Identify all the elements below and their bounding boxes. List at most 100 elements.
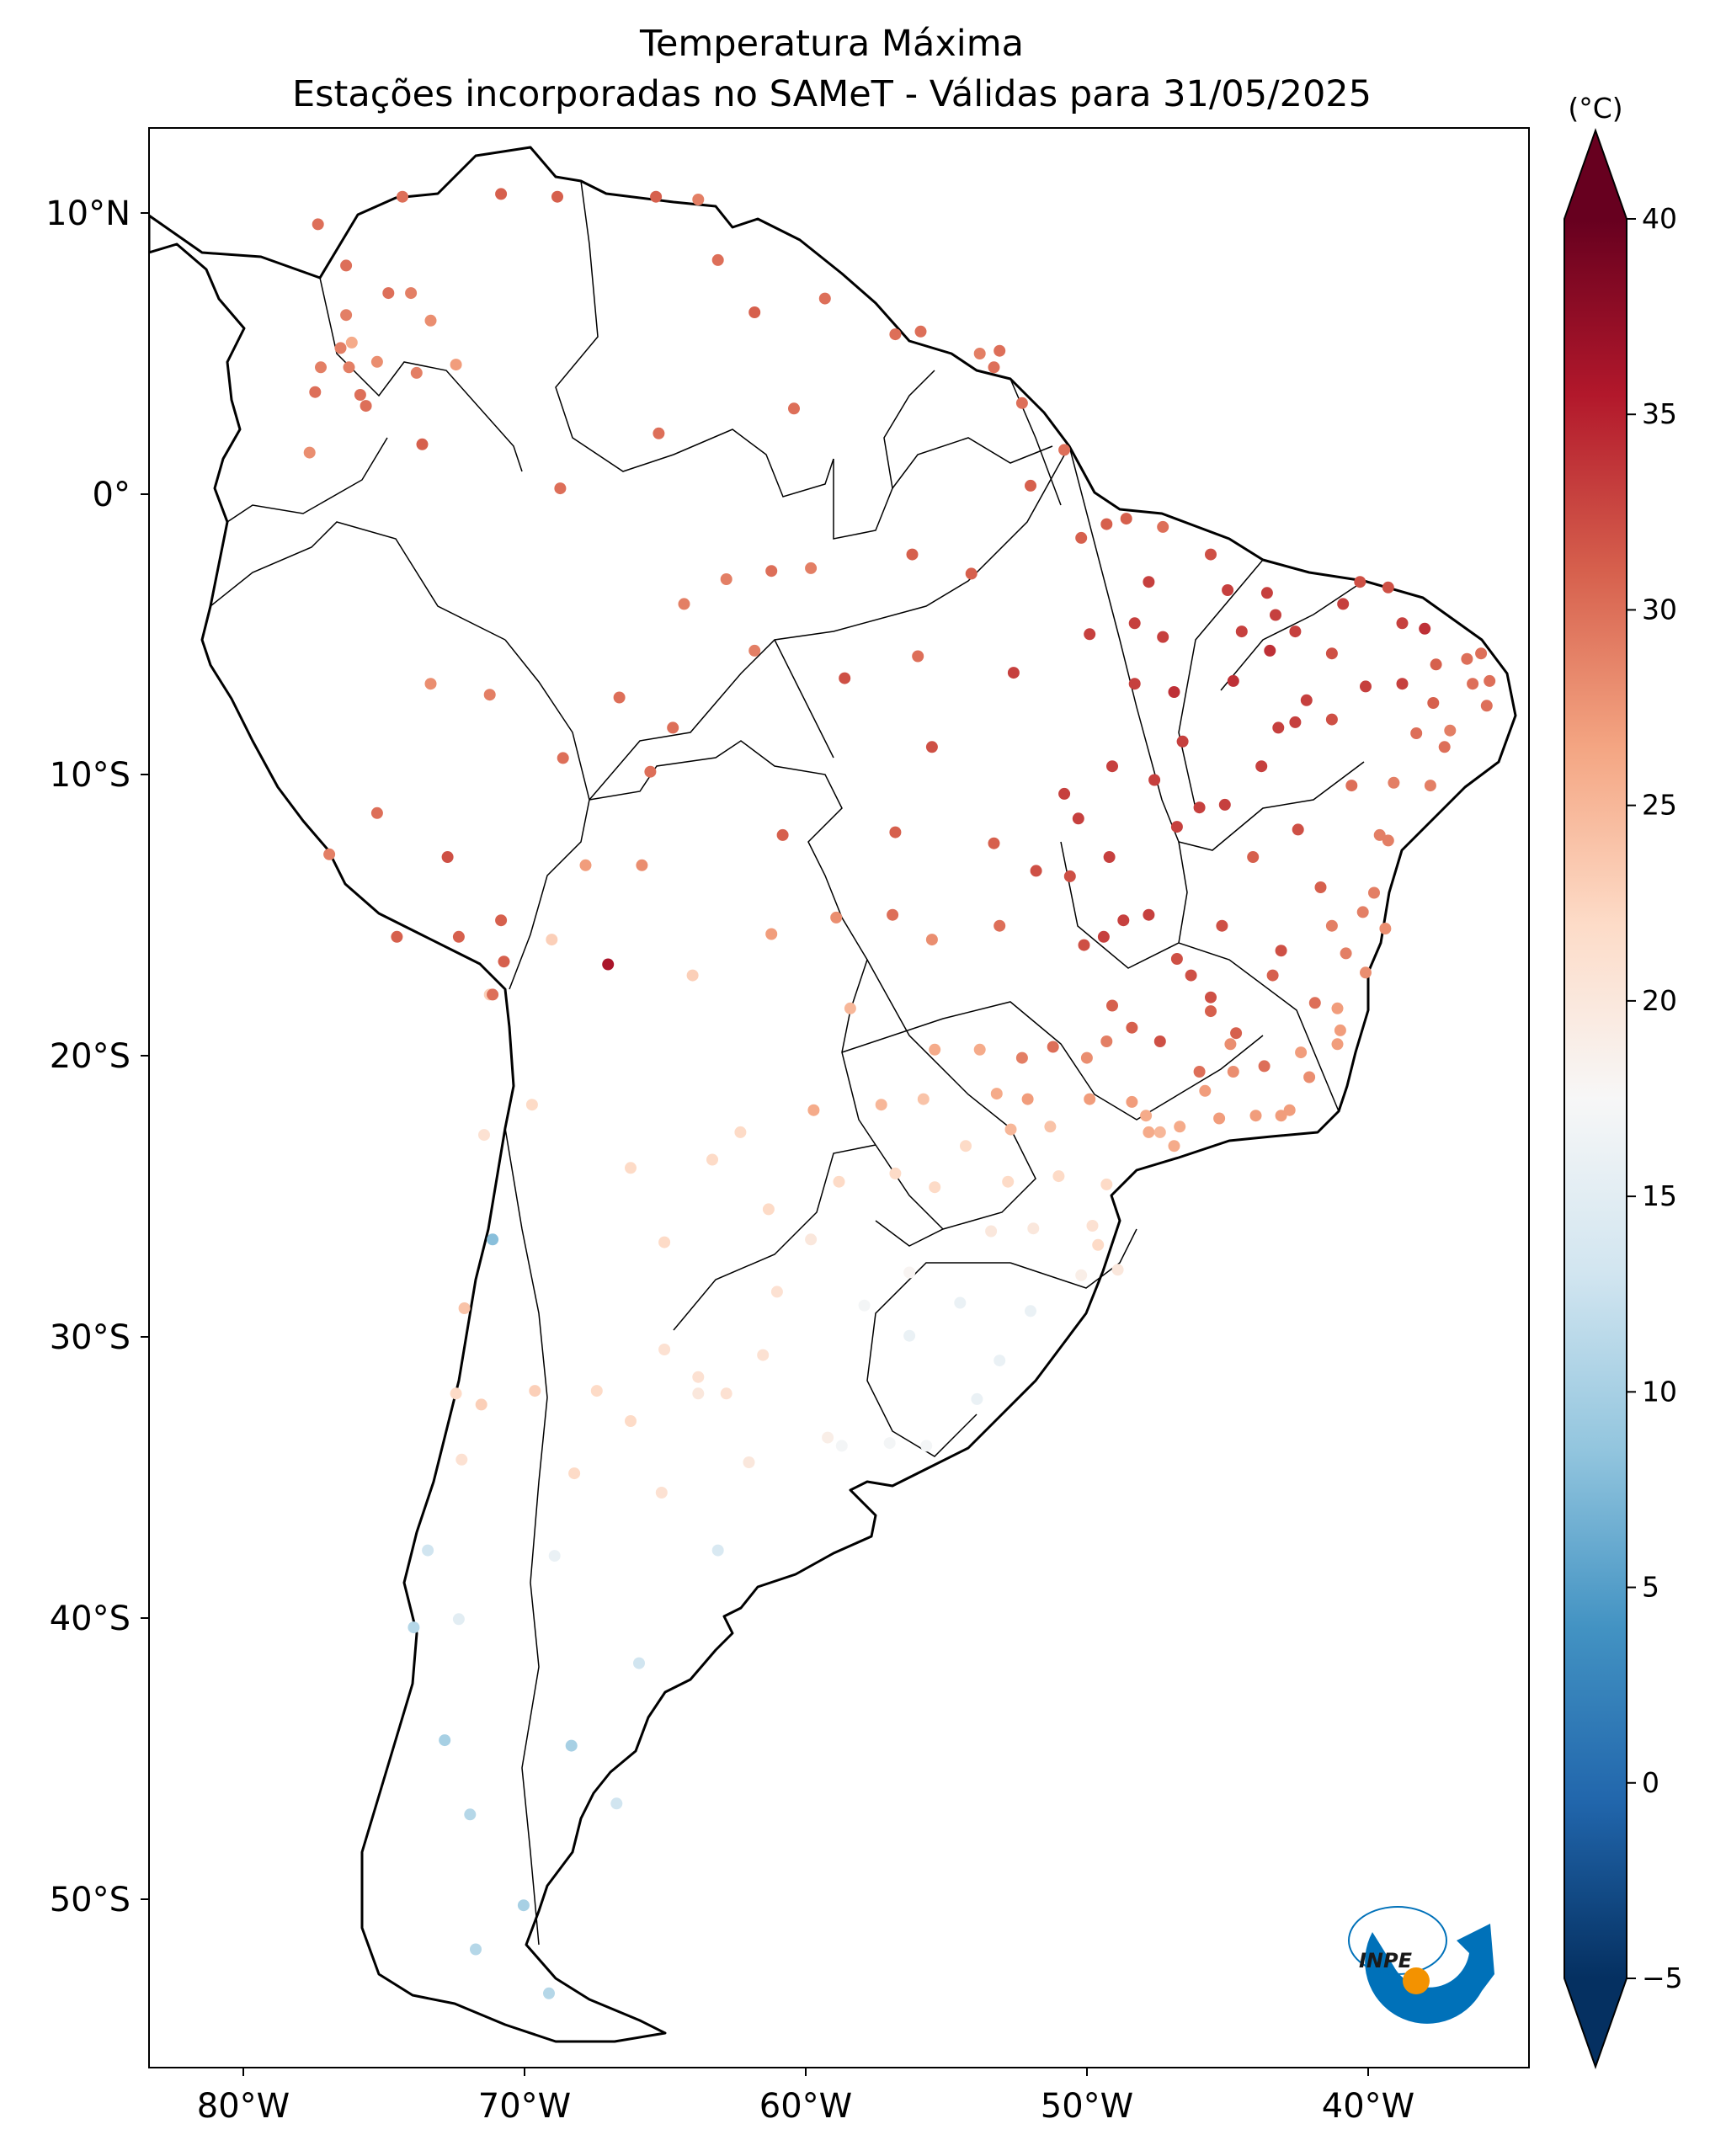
station-point — [776, 828, 789, 841]
station-point — [1168, 1140, 1180, 1153]
station-point — [1419, 622, 1431, 635]
station-point — [1170, 953, 1183, 965]
station-point — [678, 598, 690, 610]
map-area — [149, 128, 1529, 2068]
station-point — [1461, 652, 1473, 665]
station-point — [711, 1544, 724, 1557]
colorbar-tick-label: 20 — [1642, 984, 1677, 1017]
station-point — [1205, 1005, 1217, 1018]
station-point — [1174, 1121, 1186, 1133]
station-point — [1345, 780, 1358, 792]
station-point — [1100, 1178, 1113, 1190]
station-point — [548, 1550, 561, 1562]
station-point — [770, 1286, 783, 1298]
station-point — [370, 807, 383, 819]
station-point — [1334, 1024, 1346, 1036]
station-point — [551, 190, 563, 203]
station-point — [1227, 674, 1239, 687]
station-point — [1427, 697, 1440, 709]
station-point — [633, 1657, 645, 1669]
station-point — [1224, 1038, 1237, 1051]
station-point — [706, 1153, 718, 1166]
station-point — [1218, 798, 1231, 811]
station-point — [610, 1797, 623, 1810]
station-point — [1379, 923, 1392, 934]
station-point — [1222, 584, 1234, 596]
station-point — [1021, 1093, 1034, 1105]
station-point — [498, 956, 510, 968]
station-point — [818, 292, 831, 305]
colorbar-body — [1564, 219, 1627, 1978]
station-point — [1303, 1071, 1316, 1083]
station-point — [912, 650, 924, 663]
map-frame — [148, 127, 1530, 2068]
station-point — [1025, 479, 1036, 492]
station-point — [1337, 598, 1350, 610]
lat-tick-30s: 30°S — [50, 1318, 131, 1357]
station-point — [391, 930, 403, 943]
lat-tick-50s: 50°S — [50, 1881, 131, 1919]
station-point — [973, 1043, 986, 1056]
station-point — [954, 1296, 967, 1309]
station-point — [1153, 1126, 1166, 1138]
station-point — [455, 1453, 468, 1466]
station-point — [1015, 397, 1028, 409]
station-point — [1086, 1220, 1099, 1232]
station-point — [1373, 828, 1386, 841]
station-point — [1103, 851, 1116, 863]
station-point — [309, 386, 322, 398]
station-point — [906, 548, 919, 561]
station-point — [579, 859, 592, 871]
station-point — [475, 1398, 487, 1411]
station-point — [1030, 865, 1042, 877]
station-point — [1396, 617, 1409, 630]
station-point — [345, 336, 358, 349]
station-point — [1193, 1066, 1206, 1078]
station-point — [929, 1043, 941, 1056]
station-point — [487, 1233, 499, 1246]
station-point — [1185, 969, 1197, 982]
station-point — [1444, 724, 1457, 737]
station-point — [655, 1487, 668, 1499]
station-point — [410, 366, 423, 379]
station-point — [1258, 1060, 1271, 1073]
station-point — [1289, 716, 1302, 728]
station-point — [1235, 626, 1248, 638]
station-point — [495, 188, 508, 200]
station-point — [1424, 780, 1436, 792]
station-point — [1027, 1222, 1040, 1235]
station-point — [1143, 576, 1155, 588]
colorbar-tick-label: 35 — [1642, 397, 1677, 430]
station-point — [914, 325, 927, 338]
station-point — [883, 1437, 896, 1450]
lon-tick-60w: 60°W — [759, 2087, 852, 2126]
station-point — [1126, 1021, 1138, 1034]
station-point — [1484, 674, 1496, 687]
station-point — [416, 438, 429, 450]
station-point — [1325, 919, 1338, 932]
station-point — [1396, 678, 1409, 690]
station-point — [1360, 966, 1372, 979]
station-point — [1084, 1093, 1096, 1105]
station-point — [1292, 823, 1304, 836]
station-point — [382, 287, 395, 300]
station-point — [312, 218, 324, 231]
colorbar-bottom-triangle — [1564, 1978, 1627, 2067]
station-point — [1117, 914, 1130, 927]
station-point — [1080, 1051, 1093, 1064]
station-point — [405, 287, 418, 300]
colorbar-tick-label: 5 — [1642, 1571, 1659, 1604]
station-point — [334, 342, 347, 354]
station-point — [1325, 647, 1338, 660]
station-point — [1100, 1035, 1113, 1047]
station-point — [658, 1344, 671, 1355]
station-point — [1331, 1002, 1344, 1014]
inpe-logo: INPE — [1348, 1906, 1494, 2024]
station-point — [452, 930, 465, 943]
station-point — [973, 348, 986, 359]
station-point — [1097, 930, 1110, 943]
station-point — [458, 1302, 471, 1314]
station-point — [1044, 1121, 1057, 1133]
station-point — [1325, 713, 1338, 726]
station-point — [1148, 774, 1161, 786]
